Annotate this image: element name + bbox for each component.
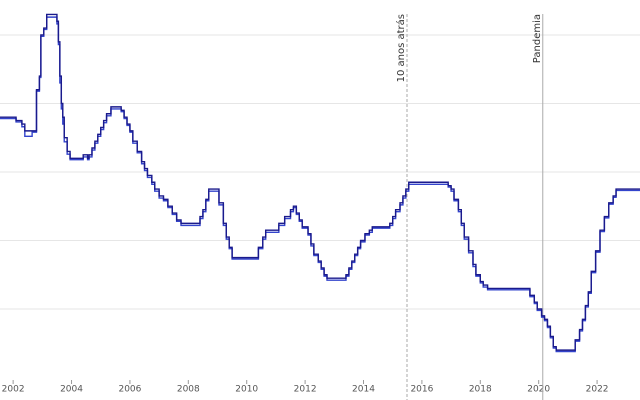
- x-tick-label: 2002: [2, 385, 25, 395]
- x-tick-label: 2010: [235, 385, 258, 395]
- annotation-label: 10 anos atrás: [395, 14, 407, 82]
- x-tick-label: 2006: [118, 385, 141, 395]
- series-line: [0, 16, 640, 353]
- x-tick-label: 2016: [410, 385, 433, 395]
- annotation-label: Pandemia: [532, 14, 543, 63]
- series-line: [0, 13, 640, 351]
- x-tick-label: 2012: [294, 385, 317, 395]
- x-tick-label: 2020: [527, 385, 550, 395]
- x-tick-label: 2022: [586, 385, 609, 395]
- x-tick-label: 2004: [60, 385, 83, 395]
- x-tick-label: 2018: [469, 385, 492, 395]
- x-tick-label: 2014: [352, 385, 375, 395]
- x-tick-label: 2008: [177, 385, 200, 395]
